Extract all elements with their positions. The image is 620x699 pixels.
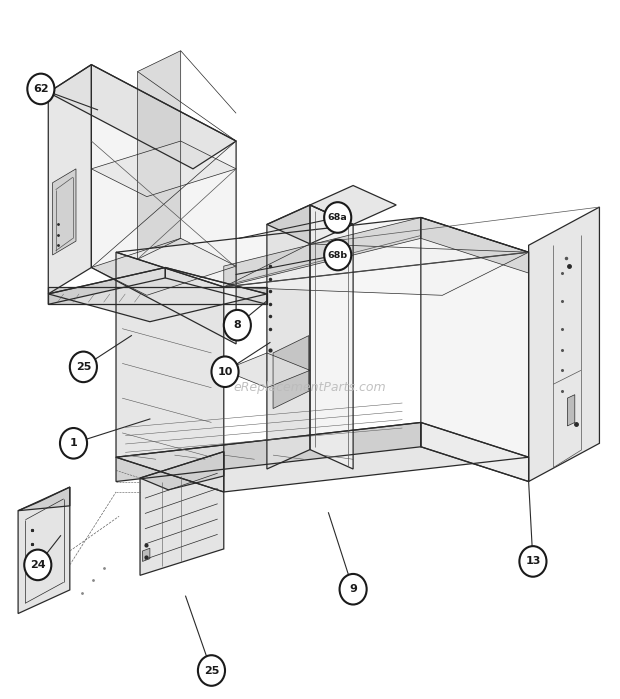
Polygon shape	[53, 169, 76, 255]
Text: 68a: 68a	[328, 213, 348, 222]
Text: 62: 62	[33, 84, 49, 94]
Text: 25: 25	[76, 362, 91, 372]
Polygon shape	[166, 268, 267, 304]
Polygon shape	[48, 64, 236, 169]
Polygon shape	[421, 217, 529, 273]
Polygon shape	[143, 548, 150, 561]
Circle shape	[211, 356, 239, 387]
Circle shape	[60, 428, 87, 459]
Polygon shape	[273, 336, 309, 408]
Polygon shape	[18, 487, 70, 511]
Circle shape	[198, 655, 225, 686]
Polygon shape	[567, 395, 575, 426]
Circle shape	[24, 549, 51, 580]
Polygon shape	[224, 217, 421, 287]
Polygon shape	[310, 205, 353, 469]
Polygon shape	[48, 287, 267, 304]
Polygon shape	[18, 487, 70, 614]
Circle shape	[27, 73, 55, 104]
Polygon shape	[421, 422, 529, 482]
Polygon shape	[48, 64, 91, 294]
Polygon shape	[116, 422, 421, 482]
Polygon shape	[224, 244, 529, 295]
Polygon shape	[140, 452, 224, 490]
Polygon shape	[138, 51, 180, 259]
Text: 25: 25	[204, 665, 219, 675]
Polygon shape	[116, 252, 224, 492]
Text: 8: 8	[234, 320, 241, 330]
Circle shape	[224, 310, 251, 340]
Polygon shape	[421, 217, 529, 482]
Circle shape	[324, 240, 352, 271]
Text: eReplacementParts.com: eReplacementParts.com	[234, 381, 386, 394]
Polygon shape	[116, 422, 529, 492]
Text: 9: 9	[349, 584, 357, 594]
Polygon shape	[91, 64, 236, 344]
Circle shape	[70, 352, 97, 382]
Text: 68b: 68b	[327, 250, 348, 259]
Text: 13: 13	[525, 556, 541, 566]
Polygon shape	[116, 217, 529, 287]
Circle shape	[340, 574, 366, 605]
Polygon shape	[267, 205, 310, 469]
Circle shape	[520, 546, 546, 577]
Polygon shape	[529, 207, 600, 482]
Polygon shape	[91, 238, 236, 295]
Polygon shape	[48, 268, 166, 304]
Text: 10: 10	[218, 367, 232, 377]
Polygon shape	[310, 185, 396, 224]
Polygon shape	[267, 205, 353, 244]
Polygon shape	[140, 452, 224, 575]
Text: 24: 24	[30, 560, 46, 570]
Polygon shape	[224, 353, 310, 388]
Text: 1: 1	[69, 438, 78, 448]
Polygon shape	[48, 268, 267, 322]
Circle shape	[324, 202, 352, 233]
Polygon shape	[91, 141, 236, 196]
